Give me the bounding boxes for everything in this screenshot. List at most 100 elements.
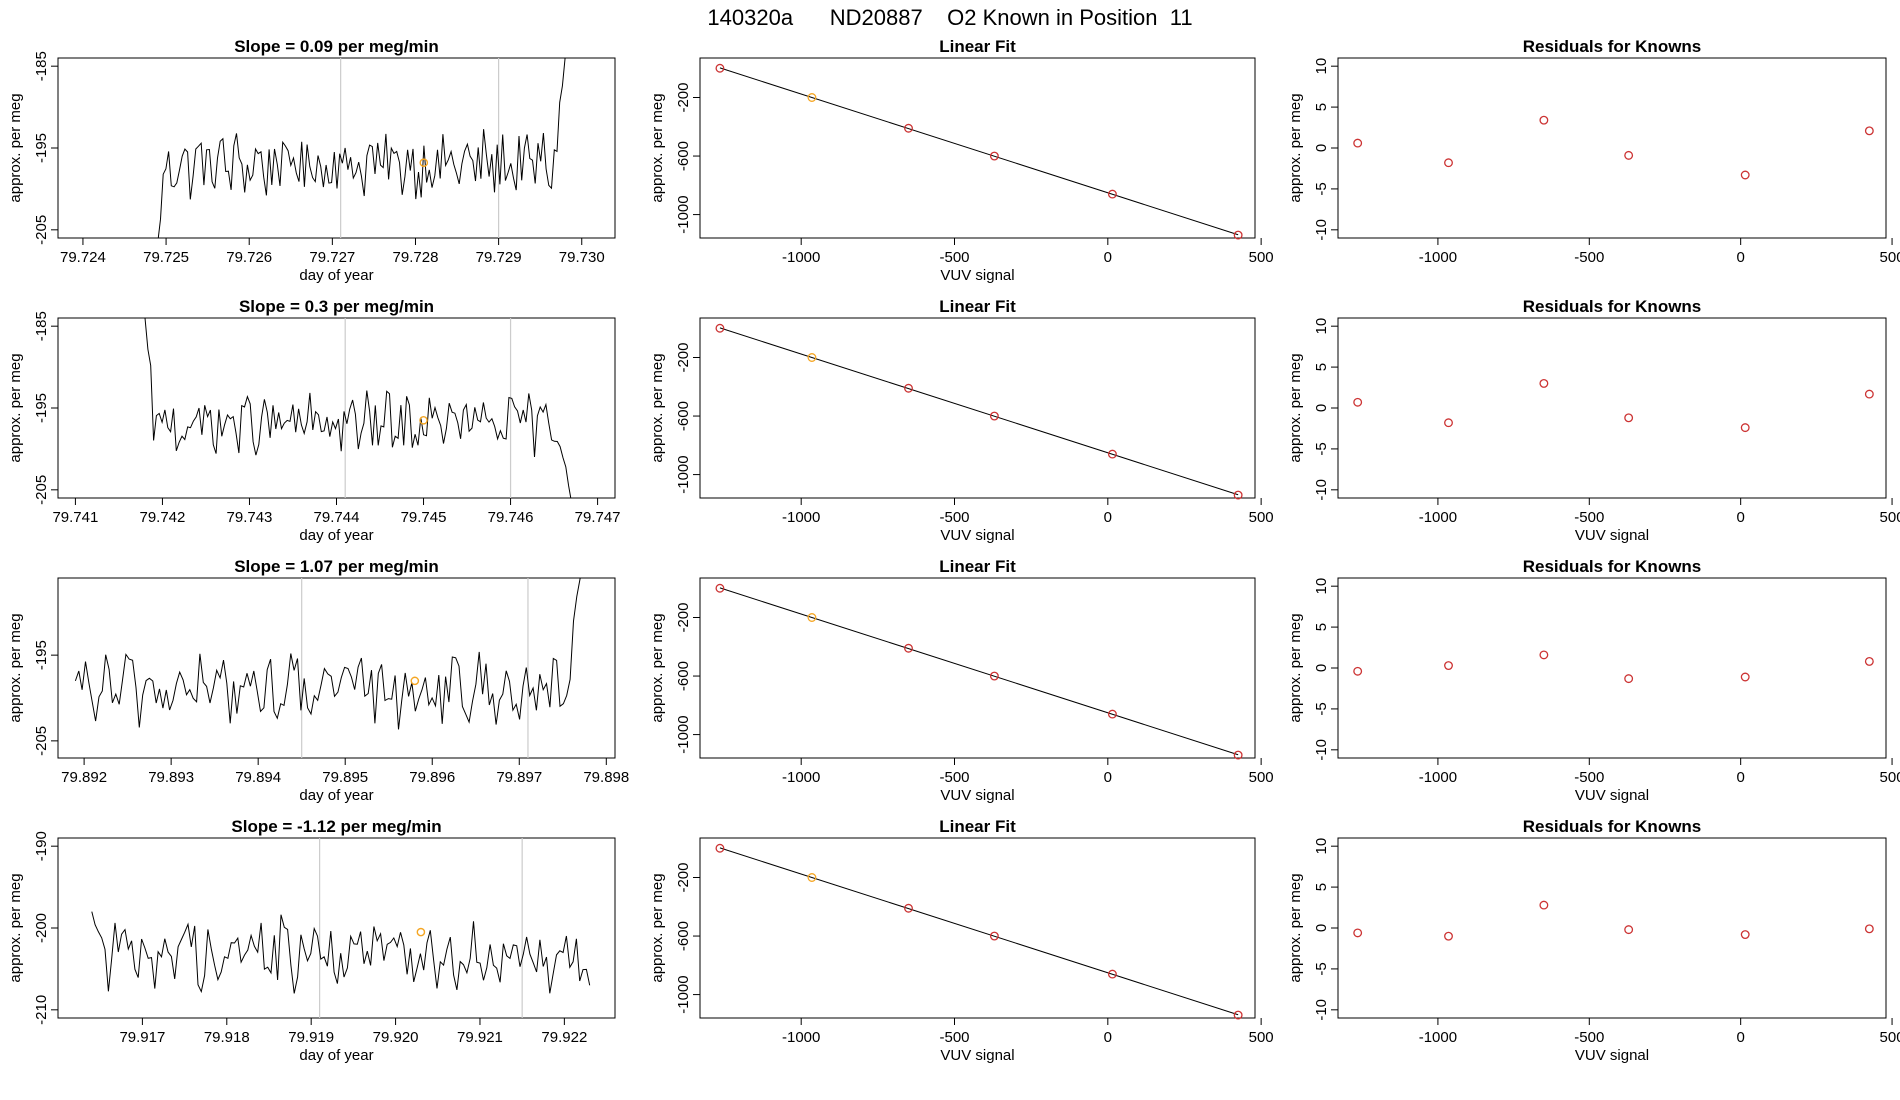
fit-point xyxy=(1233,750,1243,760)
fit-point xyxy=(1233,490,1243,500)
residual-point xyxy=(1740,930,1750,939)
plot-frame xyxy=(699,577,1256,759)
y-tick-label: -190 xyxy=(33,831,50,861)
plot-frame xyxy=(1337,317,1887,499)
panel-1-1: Linear Fit -1000 -500 0 500 VUV signal -200 -60… xyxy=(649,297,1274,544)
panel-2-0: Slope = 1.07 per meg/min 79.892 79.893 79.8… xyxy=(7,557,629,804)
fit-point xyxy=(904,383,913,393)
y-tick-label: -10 xyxy=(1313,739,1330,761)
y-tick-label: -200 xyxy=(675,602,692,632)
x-tick-label: 0 xyxy=(1104,509,1112,526)
x-tick-label: -1000 xyxy=(782,769,820,786)
x-tick-label: 500 xyxy=(1249,1029,1274,1046)
x-tick-label: 0 xyxy=(1104,249,1112,266)
x-tick-label: 79.895 xyxy=(322,769,368,786)
x-tick-label: 79.897 xyxy=(496,769,542,786)
x-tick-label: 79.727 xyxy=(309,249,355,266)
y-tick-label: -600 xyxy=(675,661,692,691)
fit-line xyxy=(719,587,1239,756)
residual-point xyxy=(1864,389,1874,399)
y-axis-label: approx. per meg xyxy=(649,873,666,982)
panel-title: Residuals for Knowns xyxy=(1523,817,1702,836)
y-tick-label: -1000 xyxy=(675,455,692,493)
residual-point xyxy=(1864,126,1874,136)
x-axis-label: day of year xyxy=(299,1047,373,1064)
fit-point xyxy=(904,123,913,133)
fit-point xyxy=(807,613,817,622)
x-axis-label: VUV signal xyxy=(940,267,1014,284)
fit-point xyxy=(807,93,817,102)
x-tick-label: 79.898 xyxy=(583,769,629,786)
x-tick-label: 79.894 xyxy=(235,769,281,786)
x-tick-label: 79.743 xyxy=(227,509,273,526)
fit-point xyxy=(989,671,999,681)
y-tick-label: -5 xyxy=(1313,702,1330,715)
x-axis-label: VUV signal xyxy=(940,527,1014,544)
residual-point xyxy=(1539,650,1549,660)
y-tick-label: 0 xyxy=(1313,664,1330,672)
plot-frame xyxy=(699,317,1256,499)
x-tick-label: 79.746 xyxy=(488,509,534,526)
x-tick-label: 0 xyxy=(1104,769,1112,786)
fit-point xyxy=(715,323,725,333)
residual-point xyxy=(1444,418,1453,428)
panel-title: Slope = 0.09 per meg/min xyxy=(234,37,439,56)
y-tick-label: 0 xyxy=(1313,924,1330,932)
y-tick-label: -205 xyxy=(33,215,50,245)
x-tick-label: 79.921 xyxy=(457,1029,503,1046)
x-tick-label: 79.730 xyxy=(559,249,605,266)
y-tick-label: -200 xyxy=(675,862,692,892)
x-tick-label: 79.918 xyxy=(204,1029,250,1046)
y-tick-label: -205 xyxy=(33,726,50,756)
y-axis-label: approx. per meg xyxy=(7,353,24,462)
y-tick-label: -195 xyxy=(33,393,50,423)
y-axis-label: approx. per meg xyxy=(7,93,24,202)
x-axis-label: VUV signal xyxy=(1575,1047,1649,1064)
x-tick-label: -500 xyxy=(939,769,969,786)
x-tick-label: -1000 xyxy=(782,249,820,266)
residual-point xyxy=(1539,900,1549,910)
y-axis-label: approx. per meg xyxy=(7,613,24,722)
x-tick-label: 79.726 xyxy=(226,249,272,266)
panels-grid: Slope = 0.09 per meg/min 79.724 79.725 79.7… xyxy=(7,37,1900,1064)
y-axis-label: approx. per meg xyxy=(649,613,666,722)
y-tick-label: -185 xyxy=(33,311,50,341)
signal-trace-line xyxy=(91,911,591,994)
fit-line xyxy=(719,67,1239,236)
residual-point xyxy=(1444,158,1453,168)
y-tick-label: 5 xyxy=(1313,883,1330,891)
known-value-marker xyxy=(419,415,428,425)
x-tick-label: 79.729 xyxy=(476,249,522,266)
x-tick-label: 0 xyxy=(1104,1029,1112,1046)
fit-point xyxy=(904,903,913,913)
x-axis-label: day of year xyxy=(299,787,373,804)
y-tick-label: -600 xyxy=(675,921,692,951)
signal-trace-line xyxy=(157,58,566,238)
figure-title: 140320a ND20887 O2 Known in Position 11 xyxy=(707,5,1192,30)
y-axis-label: approx. per meg xyxy=(7,873,24,982)
plot-frame xyxy=(57,57,616,239)
residual-point xyxy=(1864,657,1874,666)
panel-3-1: Linear Fit -1000 -500 0 500 VUV signal -200 -60… xyxy=(649,817,1274,1064)
panel-title: Slope = 0.3 per meg/min xyxy=(239,297,434,316)
y-tick-label: 5 xyxy=(1313,363,1330,371)
residual-point xyxy=(1864,924,1874,934)
y-axis-label: approx. per meg xyxy=(1287,613,1304,722)
fit-point xyxy=(989,931,999,941)
x-tick-label: 500 xyxy=(1880,249,1900,266)
x-tick-label: 0 xyxy=(1737,249,1745,266)
residual-point xyxy=(1740,170,1750,180)
y-tick-label: 10 xyxy=(1313,838,1330,855)
fit-point xyxy=(807,353,817,362)
y-axis-label: approx. per meg xyxy=(649,93,666,202)
y-tick-label: -1000 xyxy=(675,975,692,1013)
y-tick-label: -5 xyxy=(1313,962,1330,975)
signal-trace-line xyxy=(144,318,572,498)
panel-0-0: Slope = 0.09 per meg/min 79.724 79.725 79.7… xyxy=(7,37,616,284)
panel-0-2: Residuals for Knowns -1000 -500 0 500 10 5 0 -5 -… xyxy=(1287,37,1900,266)
y-tick-label: -185 xyxy=(33,51,50,81)
x-tick-label: 500 xyxy=(1249,769,1274,786)
known-value-marker xyxy=(410,676,420,686)
residual-point xyxy=(1444,931,1453,941)
x-axis-label: day of year xyxy=(299,527,373,544)
